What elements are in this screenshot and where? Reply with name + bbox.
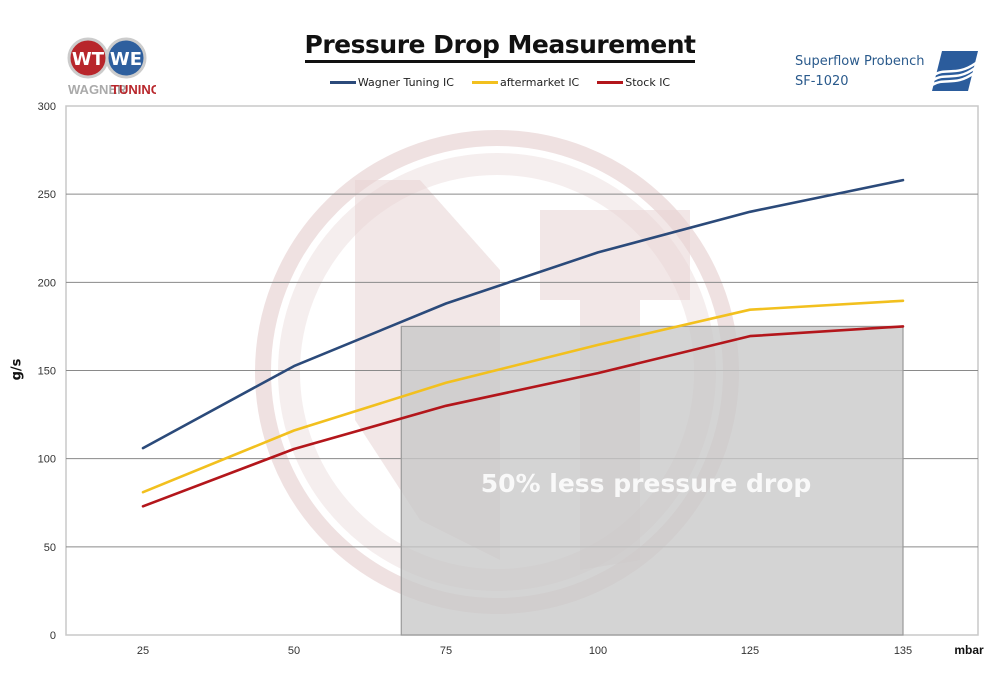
series-line-0 — [141, 178, 905, 450]
wagner-tuning-logo: WT WE WAGNER TUNING — [66, 34, 161, 101]
x-tick-100: 100 — [589, 645, 607, 657]
series-line-2 — [141, 325, 905, 508]
legend-swatch-stock — [597, 81, 624, 84]
x-tick-135: 135 — [894, 645, 912, 657]
superflow-line1: Superflow Probench — [795, 54, 925, 69]
x-tick-50: 50 — [288, 645, 300, 657]
superflow-logo-icon — [931, 51, 978, 96]
chart-title-text: Pressure Drop Measurement — [304, 30, 696, 63]
x-tick-75: 75 — [440, 645, 452, 657]
wt-wordmark-part2: TUNING — [111, 82, 156, 96]
series-lines — [141, 178, 905, 508]
y-axis-label: g/s — [9, 358, 25, 381]
svg-text:WT: WT — [72, 49, 105, 70]
legend-label-wagner: Wagner Tuning IC — [357, 76, 454, 89]
legend-item-wagner: Wagner Tuning IC — [329, 76, 454, 89]
legend-swatch-wagner — [329, 81, 356, 84]
series-line-1 — [141, 299, 905, 494]
y-tick-250: 250 — [38, 189, 56, 201]
highlight-box — [400, 325, 904, 636]
legend-label-stock: Stock IC — [625, 76, 671, 89]
y-tick-100: 100 — [38, 454, 56, 466]
y-tick-150: 150 — [38, 366, 56, 378]
wt-wordmark-part1: WAGNER — [68, 82, 127, 96]
y-tick-300: 300 — [38, 101, 56, 113]
y-tick-200: 200 — [38, 277, 56, 289]
wt-blue-circle-icon — [105, 37, 147, 79]
x-tick-125: 125 — [741, 645, 759, 657]
legend-swatch-aftermarket — [471, 81, 498, 84]
legend: Wagner Tuning IC aftermarket IC Stock IC — [0, 76, 1000, 89]
chart-title: Pressure Drop Measurement — [0, 30, 1000, 63]
legend-item-aftermarket: aftermarket IC — [471, 76, 580, 89]
superflow-line2: SF-1020 — [795, 74, 849, 89]
legend-label-aftermarket: aftermarket IC — [499, 76, 580, 89]
svg-text:WE: WE — [110, 49, 142, 70]
superflow-brand: Superflow Probench SF-1020 — [795, 52, 925, 92]
y-tick-labels: 0 50 100 150 200 250 300 — [38, 101, 56, 642]
highlight-box-rect — [400, 325, 904, 636]
legend-item-stock: Stock IC — [597, 76, 670, 89]
x-axis-label: mbar — [954, 643, 984, 657]
x-tick-25: 25 — [137, 645, 149, 657]
annotation-text: 50% less pressure drop — [481, 469, 812, 498]
x-tick-labels: 25 50 75 100 125 135 — [137, 645, 912, 657]
y-tick-0: 0 — [50, 630, 56, 642]
y-tick-50: 50 — [44, 542, 56, 554]
